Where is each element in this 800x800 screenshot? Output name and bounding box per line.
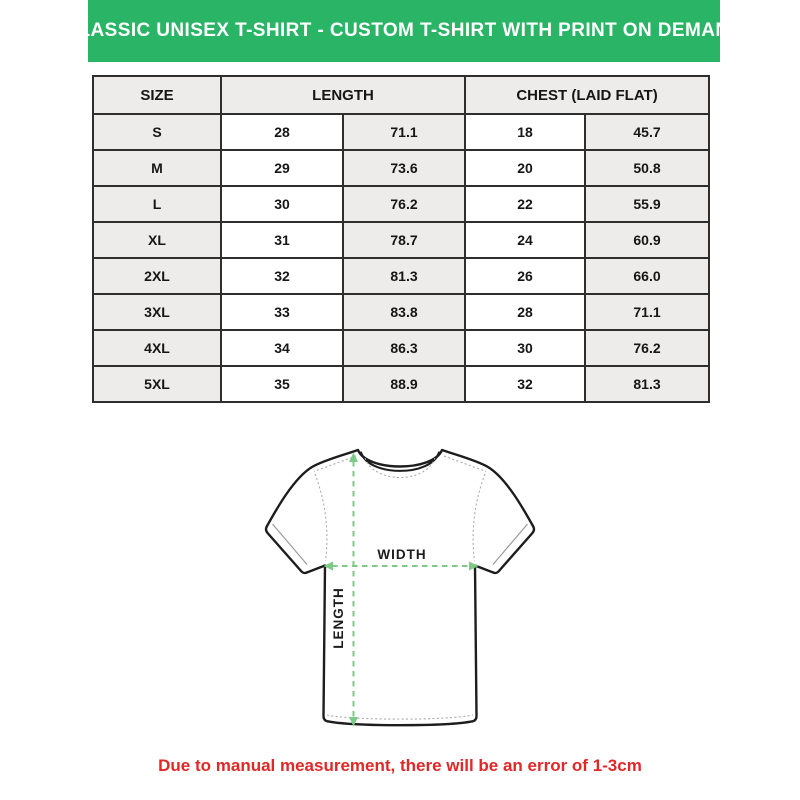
chest-cm-cell: 60.9 [584,221,711,259]
chest-cm-cell: 71.1 [584,293,711,331]
length-in-cell: 28 [220,113,344,151]
chest-cm-cell: 81.3 [584,365,711,403]
length-label: LENGTH [331,587,346,649]
length-cm-cell: 88.9 [341,365,467,403]
length-in-cell: 33 [220,293,344,331]
length-in-cell: 31 [220,221,344,259]
size-cell: 5XL [92,365,222,403]
length-cm-cell: 81.3 [341,257,467,295]
left-armhole-seam [314,473,328,562]
column-header-length: LENGTH [219,75,467,115]
size-cell: 4XL [92,329,222,367]
left-cuff-stitch [272,523,308,565]
chest-in-cell: 32 [464,365,587,403]
chest-cm-cell: 66.0 [584,257,711,295]
width-label: WIDTH [377,547,426,562]
collar-stitch-line [364,457,436,478]
page-title: CLASSIC UNISEX T-SHIRT - CUSTOM T-SHIRT … [64,20,744,41]
chest-in-cell: 20 [464,149,587,187]
column-header-size: SIZE [92,75,222,115]
length-cm-cell: 86.3 [341,329,467,367]
measurement-error-note: Due to manual measurement, there will be… [158,756,642,775]
right-shoulder-seam [443,455,487,473]
chest-cm-cell: 76.2 [584,329,711,367]
length-cm-cell: 83.8 [341,293,467,331]
size-cell: XL [92,221,222,259]
chest-in-cell: 28 [464,293,587,331]
length-in-cell: 34 [220,329,344,367]
tshirt-illustration: WIDTH LENGTH [264,448,536,727]
right-armhole-seam [472,473,486,562]
chest-in-cell: 18 [464,113,587,151]
tshirt-measurement-diagram: WIDTH LENGTH [250,428,550,750]
length-in-cell: 30 [220,185,344,223]
table-row-3xl: 3XL 33 83.8 28 71.1 [92,293,711,331]
size-cell: L [92,185,222,223]
table-row-4xl: 4XL 34 86.3 30 76.2 [92,329,711,367]
size-cell: 2XL [92,257,222,295]
right-cuff-stitch [492,523,528,565]
width-arrow-left-head [323,561,333,571]
table-row-m: M 29 73.6 20 50.8 [92,149,711,187]
table-row-2xl: 2XL 32 81.3 26 66.0 [92,257,711,295]
table-row-s: S 28 71.1 18 45.7 [92,113,711,151]
table-row-xl: XL 31 78.7 24 60.9 [92,221,711,259]
table-header-row: SIZE LENGTH CHEST (LAID FLAT) [92,75,711,115]
title-banner: CLASSIC UNISEX T-SHIRT - CUSTOM T-SHIRT … [64,0,743,62]
column-header-chest: CHEST (LAID FLAT) [464,75,711,115]
length-arrow-bottom-head [349,717,358,727]
table-row-5xl: 5XL 35 88.9 32 81.3 [92,365,711,403]
width-arrow-right-head [469,561,479,571]
table-row-l: L 30 76.2 22 55.9 [92,185,711,223]
tshirt-outline [264,448,536,727]
length-cm-cell: 71.1 [341,113,467,151]
chest-cm-cell: 50.8 [584,149,711,187]
chest-cm-cell: 45.7 [584,113,711,151]
length-arrow-top-head [349,452,358,462]
left-shoulder-seam [313,455,357,473]
chest-in-cell: 30 [464,329,587,367]
size-chart-table: SIZE LENGTH CHEST (LAID FLAT) S 28 71.1 … [92,75,711,403]
chest-in-cell: 24 [464,221,587,259]
length-in-cell: 35 [220,365,344,403]
chest-cm-cell: 55.9 [584,185,711,223]
chest-in-cell: 22 [464,185,587,223]
length-in-cell: 29 [220,149,344,187]
size-cell: S [92,113,222,151]
size-cell: M [92,149,222,187]
length-cm-cell: 78.7 [341,221,467,259]
size-cell: 3XL [92,293,222,331]
chest-in-cell: 26 [464,257,587,295]
length-cm-cell: 73.6 [341,149,467,187]
length-in-cell: 32 [220,257,344,295]
length-cm-cell: 76.2 [341,185,467,223]
